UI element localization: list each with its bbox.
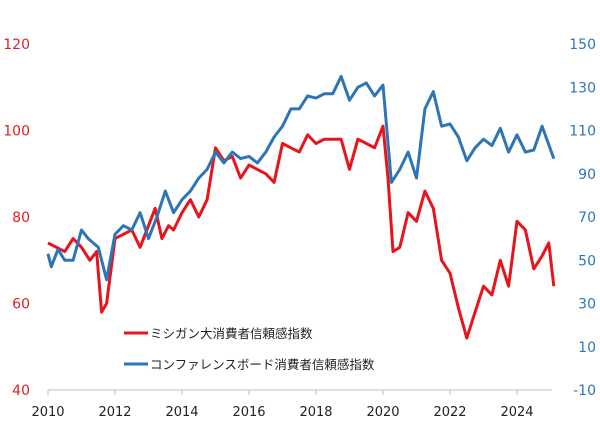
x-tick-label: 2018 bbox=[299, 405, 332, 420]
series-line-conference-board bbox=[46, 74, 556, 282]
left-axis: 40 60 80 100 120 bbox=[3, 37, 30, 399]
x-tick-label: 2024 bbox=[500, 405, 533, 420]
x-tick-label: 2022 bbox=[433, 405, 466, 420]
right-tick-label: 70 bbox=[578, 210, 596, 226]
legend: ミシガン大消費者信頼感指数 コンファレンスボード消費者信頼感指数 bbox=[124, 326, 375, 372]
x-axis: 2010 2012 2014 2016 2018 2020 2022 2024 bbox=[31, 390, 534, 420]
left-tick-label: 60 bbox=[12, 297, 30, 313]
x-tick-label: 2016 bbox=[232, 405, 265, 420]
left-tick-label: 100 bbox=[3, 124, 30, 140]
x-tick-label: 2010 bbox=[31, 405, 64, 420]
series-line-michigan bbox=[47, 124, 556, 340]
right-tick-label: 90 bbox=[578, 167, 596, 183]
right-tick-label: 130 bbox=[569, 80, 596, 96]
left-tick-label: 40 bbox=[12, 383, 30, 399]
legend-label-michigan: ミシガン大消費者信頼感指数 bbox=[150, 326, 313, 341]
x-tick-label: 2014 bbox=[165, 405, 198, 420]
x-tick-label: 2012 bbox=[98, 405, 131, 420]
right-axis: -10 10 30 50 70 90 110 130 150 bbox=[569, 37, 596, 399]
legend-label-conference-board: コンファレンスボード消費者信頼感指数 bbox=[150, 357, 375, 372]
right-tick-label: -10 bbox=[573, 383, 596, 399]
left-tick-label: 120 bbox=[3, 37, 30, 53]
right-tick-label: 50 bbox=[578, 253, 596, 269]
legend-background bbox=[118, 320, 438, 378]
right-tick-label: 150 bbox=[569, 37, 596, 53]
x-tick-label: 2020 bbox=[366, 405, 399, 420]
right-tick-label: 30 bbox=[578, 297, 596, 313]
right-tick-label: 10 bbox=[578, 340, 596, 356]
right-tick-label: 110 bbox=[569, 124, 596, 140]
left-tick-label: 80 bbox=[12, 210, 30, 226]
